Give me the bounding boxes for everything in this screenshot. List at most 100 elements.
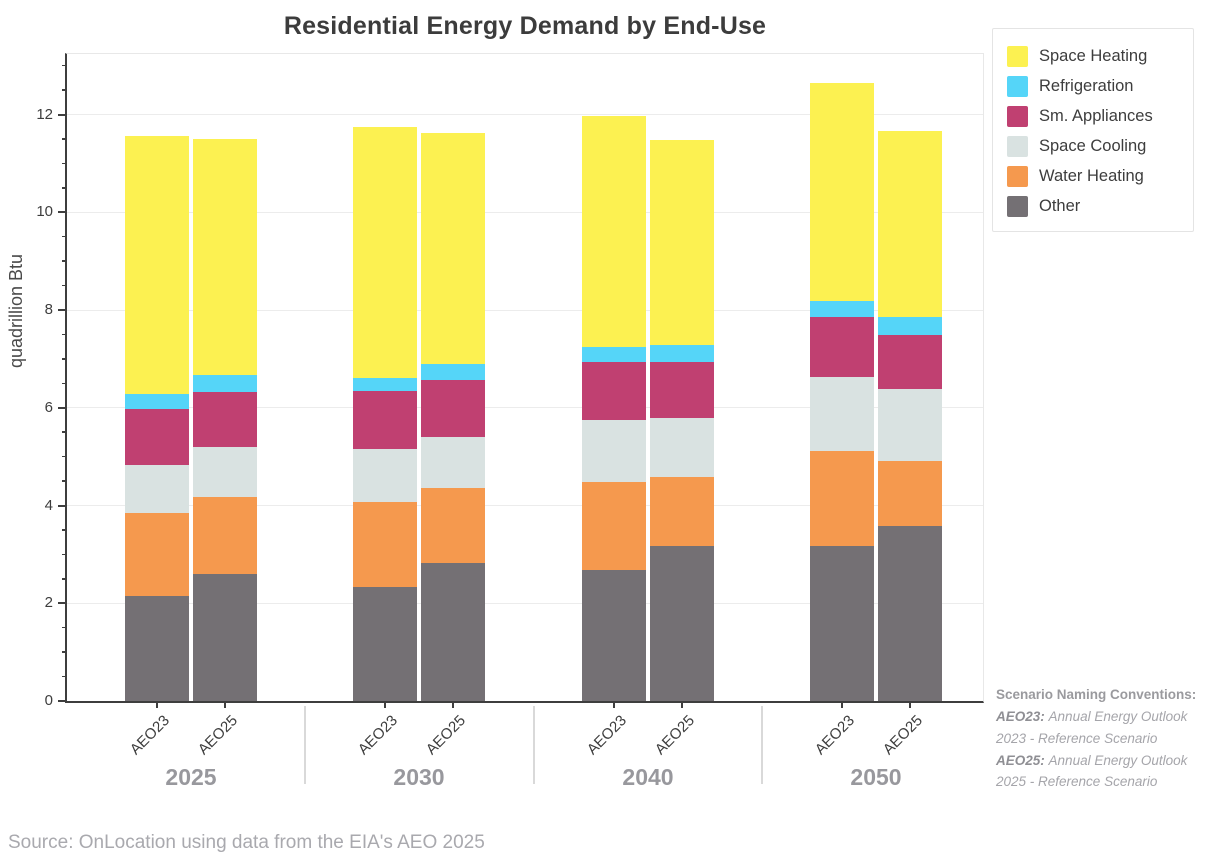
group-separator bbox=[532, 706, 535, 784]
x-tick bbox=[613, 701, 615, 708]
bar-segment-water-heating bbox=[810, 451, 874, 546]
y-tick-minor bbox=[62, 651, 67, 653]
y-tick-minor bbox=[62, 138, 67, 140]
y-tick-major bbox=[58, 309, 67, 312]
bar-segment-sm-appliances bbox=[193, 392, 257, 447]
bar-segment-refrigeration bbox=[878, 316, 942, 336]
bar-segment-sm-appliances bbox=[125, 408, 189, 466]
group-label-2050: 2050 bbox=[850, 764, 902, 790]
bar-segment-refrigeration bbox=[353, 377, 417, 392]
legend-label: Refrigeration bbox=[1039, 76, 1134, 95]
legend-label: Sm. Appliances bbox=[1039, 106, 1153, 125]
group-label-2025: 2025 bbox=[165, 764, 217, 790]
y-tick-label: 8 bbox=[44, 301, 53, 319]
y-tick-major bbox=[58, 211, 67, 214]
y-tick-minor bbox=[62, 89, 67, 91]
x-tick bbox=[156, 701, 158, 708]
y-tick-major bbox=[58, 504, 67, 507]
bar-segment-sm-appliances bbox=[353, 391, 417, 449]
y-tick-minor bbox=[62, 578, 67, 580]
x-bar-label: AEO23 bbox=[354, 712, 402, 759]
y-tick-minor bbox=[62, 553, 67, 556]
bar-segment-space-cooling bbox=[421, 436, 485, 489]
y-tick-minor bbox=[62, 260, 67, 262]
bar-segment-space-cooling bbox=[810, 377, 874, 452]
y-tick-major bbox=[58, 700, 67, 702]
y-tick-major bbox=[58, 406, 67, 409]
legend-swatch-icon bbox=[1007, 135, 1028, 157]
x-tick bbox=[224, 701, 226, 708]
y-tick-label: 4 bbox=[44, 496, 53, 514]
bar-segment-space-heating bbox=[125, 135, 189, 394]
bar-segment-refrigeration bbox=[582, 347, 646, 362]
bar-segment-space-heating bbox=[878, 131, 942, 317]
y-tick-label: 0 bbox=[44, 692, 53, 709]
bar-segment-water-heating bbox=[582, 481, 646, 571]
y-tick-minor bbox=[62, 162, 67, 165]
bar-segment-space-cooling bbox=[353, 448, 417, 503]
y-tick-label: 10 bbox=[36, 203, 53, 221]
x-tick bbox=[384, 701, 386, 708]
bar-segment-water-heating bbox=[125, 512, 189, 596]
y-tick-label: 2 bbox=[44, 594, 53, 612]
group-label-2040: 2040 bbox=[622, 764, 674, 790]
legend-swatch-icon bbox=[1007, 165, 1028, 187]
legend-swatch-icon bbox=[1007, 75, 1028, 97]
y-tick-minor bbox=[62, 382, 67, 385]
legend: Space Heating Refrigeration Sm. Appliances… bbox=[992, 28, 1194, 232]
group-label-2030: 2030 bbox=[393, 764, 445, 790]
bar-segment-water-heating bbox=[878, 460, 942, 527]
y-tick-minor bbox=[62, 626, 67, 629]
y-tick-major bbox=[58, 602, 67, 605]
bar-segment-space-heating bbox=[421, 132, 485, 364]
bar-segment-other bbox=[353, 587, 417, 701]
y-tick-minor bbox=[62, 187, 67, 189]
gridline-y10 bbox=[67, 211, 983, 213]
bar-segment-refrigeration bbox=[125, 393, 189, 409]
source-note: Source: OnLocation using data from the E… bbox=[8, 832, 485, 853]
bar-segment-other bbox=[650, 545, 714, 701]
bar-segment-sm-appliances bbox=[421, 379, 485, 437]
bar-segment-refrigeration bbox=[650, 345, 714, 362]
bar-segment-other bbox=[810, 545, 874, 701]
legend-item-sm-appliances: Sm. Appliances bbox=[1007, 101, 1181, 131]
x-bar-label: AEO25 bbox=[422, 712, 470, 759]
legend-swatch-icon bbox=[1007, 105, 1028, 127]
legend-label: Other bbox=[1039, 196, 1081, 215]
x-bar-label: AEO25 bbox=[651, 712, 699, 759]
scenario-naming-note: Scenario Naming Conventions: AEO23: Annu… bbox=[996, 684, 1201, 793]
bar-segment-refrigeration bbox=[810, 300, 874, 317]
bar-segment-sm-appliances bbox=[582, 361, 646, 420]
bar-segment-refrigeration bbox=[193, 374, 257, 393]
note-term-aeo25: AEO25: bbox=[996, 752, 1045, 768]
bar-segment-other bbox=[193, 573, 257, 701]
bar-segment-space-heating bbox=[353, 126, 417, 378]
bar-segment-sm-appliances bbox=[810, 316, 874, 378]
bar-segment-space-cooling bbox=[193, 446, 257, 497]
gridline-y8 bbox=[67, 309, 983, 311]
bar-segment-other bbox=[878, 526, 942, 701]
x-tick bbox=[909, 701, 911, 708]
bar-segment-space-cooling bbox=[878, 389, 942, 461]
y-tick-minor bbox=[62, 455, 67, 458]
bar-segment-other bbox=[582, 570, 646, 701]
legend-swatch-icon bbox=[1007, 195, 1028, 217]
x-bar-label: AEO25 bbox=[194, 712, 242, 759]
group-separator bbox=[304, 706, 306, 784]
x-bar-label: AEO25 bbox=[879, 712, 927, 759]
gridline-y6 bbox=[67, 407, 983, 409]
bar-segment-other bbox=[421, 563, 485, 701]
group-separator bbox=[761, 706, 763, 784]
legend-item-refrigeration: Refrigeration bbox=[1007, 71, 1181, 101]
plot-area: 0 2 4 6 8 10 12 AEO23 AEO25 2025 AEO23 AEO25 2030 AEO… bbox=[36, 53, 984, 790]
bar-segment-space-cooling bbox=[650, 417, 714, 477]
legend-label: Space Heating bbox=[1039, 46, 1148, 65]
note-def-aeo23: Annual Energy Outlook 2023 - Reference S… bbox=[996, 708, 1188, 746]
bar-segment-water-heating bbox=[193, 496, 257, 574]
x-tick bbox=[841, 701, 843, 708]
legend-label: Water Heating bbox=[1039, 166, 1144, 185]
note-heading: Scenario Naming Conventions: bbox=[996, 687, 1197, 702]
y-tick-minor bbox=[62, 284, 67, 287]
gridline-y4 bbox=[67, 505, 983, 507]
